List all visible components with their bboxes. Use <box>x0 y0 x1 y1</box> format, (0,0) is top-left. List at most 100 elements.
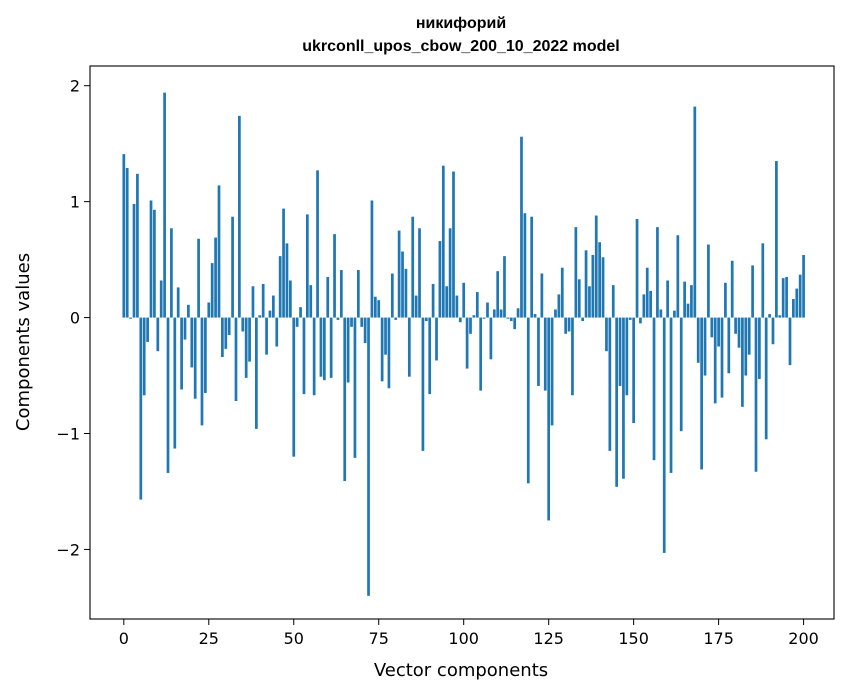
y-axis-ticks: −2 −1 0 1 2 <box>56 77 90 559</box>
x-tick-label: 25 <box>199 629 219 648</box>
bar-110 <box>496 271 500 318</box>
bar-192 <box>775 161 778 318</box>
bar-5 <box>139 317 143 500</box>
bar-69 <box>356 270 360 318</box>
bar-188 <box>761 243 765 318</box>
bar-154 <box>645 267 649 318</box>
bar-176 <box>720 317 724 398</box>
x-tick-label: 100 <box>448 629 479 648</box>
bar-18 <box>183 317 187 340</box>
bar-117 <box>520 136 523 318</box>
bar-144 <box>611 285 615 318</box>
bar-135 <box>581 317 585 322</box>
bar-45 <box>275 317 279 347</box>
bar-93 <box>438 241 442 318</box>
bar-42 <box>265 317 268 355</box>
bar-46 <box>278 256 282 318</box>
bar-189 <box>764 317 768 440</box>
bar-129 <box>560 267 564 318</box>
bar-17 <box>180 317 183 390</box>
y-tick-label: 2 <box>70 77 80 96</box>
bar-155 <box>649 290 652 318</box>
bar-58 <box>319 317 323 377</box>
bar-54 <box>305 214 309 318</box>
bar-99 <box>458 317 462 323</box>
bar-112 <box>503 256 506 318</box>
bar-185 <box>751 265 754 318</box>
bar-66 <box>346 317 350 383</box>
bar-156 <box>652 317 656 461</box>
bar-11 <box>159 280 163 318</box>
bar-140 <box>598 242 602 318</box>
y-tick-label: 0 <box>70 309 80 328</box>
bar-33 <box>234 317 238 402</box>
bar-12 <box>163 92 166 318</box>
x-axis-ticks: 0 25 50 75 100 125 150 175 200 <box>119 619 819 648</box>
bar-68 <box>353 317 357 458</box>
bar-57 <box>316 170 319 318</box>
bar-80 <box>394 317 398 320</box>
bar-63 <box>336 317 340 320</box>
bar-29 <box>221 317 224 357</box>
bar-108 <box>489 317 493 360</box>
bar-6 <box>142 317 146 396</box>
bar-13 <box>166 317 170 473</box>
bar-27 <box>214 237 217 318</box>
bar-1 <box>125 168 129 318</box>
bar-81 <box>397 230 401 318</box>
bar-0 <box>122 154 126 318</box>
bar-148 <box>625 317 629 396</box>
x-tick-label: 125 <box>533 629 564 648</box>
bar-116 <box>516 308 520 318</box>
bar-103 <box>472 315 476 318</box>
bar-49 <box>289 280 292 318</box>
bar-172 <box>707 244 710 318</box>
bar-164 <box>679 317 683 432</box>
bar-152 <box>639 317 642 324</box>
bar-122 <box>537 317 540 386</box>
x-tick-label: 200 <box>788 629 819 648</box>
bar-174 <box>713 317 717 404</box>
bar-158 <box>659 309 663 318</box>
bar-61 <box>329 317 333 378</box>
bar-146 <box>618 317 622 386</box>
x-tick-label: 150 <box>618 629 649 648</box>
bar-64 <box>339 270 343 318</box>
bar-169 <box>696 317 700 363</box>
bar-62 <box>333 234 336 318</box>
bar-143 <box>608 317 612 451</box>
bar-10 <box>156 317 160 352</box>
x-axis-label: Vector components <box>374 660 548 681</box>
bar-59 <box>322 317 326 381</box>
bar-22 <box>197 238 200 318</box>
bar-86 <box>414 295 418 318</box>
bar-153 <box>642 294 646 318</box>
bar-180 <box>734 317 737 334</box>
bar-136 <box>584 250 588 318</box>
bar-90 <box>428 317 432 395</box>
bar-177 <box>724 282 727 318</box>
bar-102 <box>469 317 472 334</box>
bar-8 <box>149 200 153 318</box>
bar-55 <box>309 285 313 318</box>
bar-40 <box>258 315 262 318</box>
bar-52 <box>299 307 302 318</box>
bar-41 <box>261 283 265 318</box>
bar-127 <box>554 309 557 318</box>
bar-77 <box>384 317 387 355</box>
bar-163 <box>676 235 680 318</box>
bar-159 <box>662 317 666 553</box>
y-tick-label: −1 <box>56 425 80 444</box>
bar-23 <box>200 317 204 426</box>
bar-123 <box>540 273 544 318</box>
bar-115 <box>513 317 517 330</box>
bar-198 <box>795 288 799 318</box>
bar-75 <box>377 300 381 318</box>
bar-106 <box>482 317 486 319</box>
bar-44 <box>272 295 275 318</box>
bar-76 <box>380 317 384 382</box>
bar-31 <box>227 317 231 335</box>
bar-141 <box>601 257 605 318</box>
bar-89 <box>424 317 428 322</box>
bar-104 <box>475 292 479 318</box>
